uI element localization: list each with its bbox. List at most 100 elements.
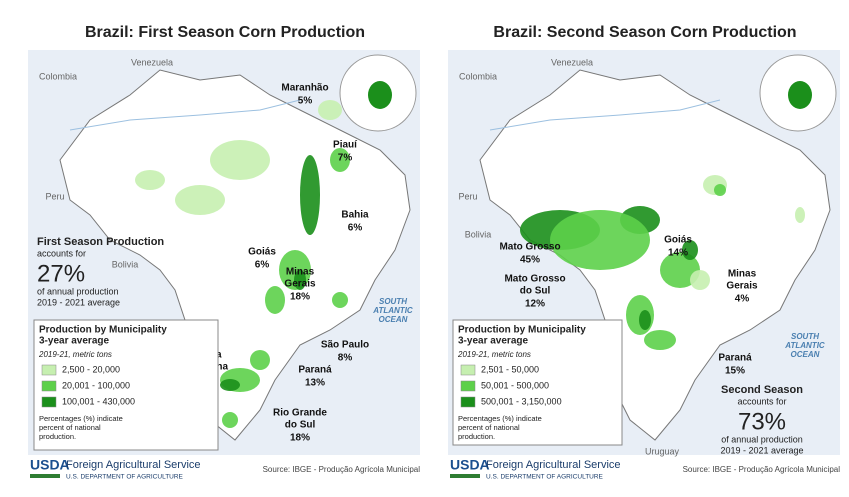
production-area bbox=[318, 100, 342, 120]
production-area bbox=[550, 210, 650, 270]
ocean-label: OCEAN bbox=[379, 315, 408, 324]
state-name: Goiás bbox=[248, 247, 276, 258]
globe-brazil bbox=[368, 81, 392, 109]
river bbox=[489, 99, 721, 131]
state-share: 18% bbox=[290, 292, 310, 303]
source: Source: IBGE - Produção Agrícola Municip… bbox=[263, 465, 421, 474]
production-area bbox=[210, 140, 270, 180]
state-name: São Paulo bbox=[321, 340, 369, 351]
production-area bbox=[265, 286, 285, 314]
production-area bbox=[714, 184, 726, 196]
state-share: 5% bbox=[298, 96, 313, 107]
production-area bbox=[639, 310, 651, 330]
legend-swatch bbox=[41, 364, 57, 376]
summary-text: 73% bbox=[738, 408, 786, 435]
summary-text: 27% bbox=[37, 260, 85, 287]
production-area bbox=[175, 185, 225, 215]
state-share: 12% bbox=[525, 299, 545, 310]
summary-text: accounts for bbox=[37, 248, 86, 258]
state-name: Bahia bbox=[341, 210, 369, 221]
state-share: 18% bbox=[290, 433, 310, 444]
production-area bbox=[220, 379, 240, 391]
summary-text: 2019 - 2021 average bbox=[720, 445, 803, 455]
country-label: Venezuela bbox=[131, 57, 173, 67]
panel-title: Brazil: First Season Corn Production bbox=[85, 24, 365, 41]
legend-label: 50,001 - 500,000 bbox=[481, 380, 549, 390]
legend-note: production. bbox=[458, 432, 495, 441]
state-share: 13% bbox=[305, 378, 325, 389]
usda-logo: USDA bbox=[450, 457, 490, 473]
usda-logo-bar bbox=[30, 474, 60, 478]
state-name: do Sul bbox=[285, 420, 316, 431]
production-area bbox=[300, 155, 320, 235]
legend-subtitle: 2019-21, metric tons bbox=[38, 350, 112, 359]
usda-logo: USDA bbox=[30, 457, 70, 473]
legend-swatch bbox=[41, 396, 57, 408]
ocean-label: ATLANTIC bbox=[372, 306, 413, 315]
legend-label: 2,500 - 20,000 bbox=[62, 364, 120, 374]
usda-logo-bar bbox=[450, 474, 480, 478]
production-area bbox=[330, 148, 350, 172]
country-label: Peru bbox=[45, 191, 64, 201]
state-name: Gerais bbox=[726, 281, 758, 292]
legend-title: 3-year average bbox=[39, 336, 109, 347]
state-share: 14% bbox=[668, 248, 688, 259]
brazil-outline bbox=[59, 69, 411, 441]
state-share: 45% bbox=[520, 255, 540, 266]
production-area bbox=[294, 270, 306, 290]
state-name: Gerais bbox=[284, 279, 316, 290]
production-area bbox=[222, 412, 238, 428]
legend-subtitle: 2019-21, metric tons bbox=[457, 350, 531, 359]
country-label: Bolivia bbox=[465, 229, 492, 239]
state-name: Piauí bbox=[333, 140, 358, 151]
agency-name: Foreign Agricultural Service bbox=[66, 459, 201, 471]
ocean-label: SOUTH bbox=[791, 332, 819, 341]
legend-swatch bbox=[460, 364, 476, 376]
country-label: Bolivia bbox=[112, 259, 139, 269]
country-label: Peru bbox=[458, 191, 477, 201]
summary-text: of annual production bbox=[721, 434, 803, 444]
state-name: do Sul bbox=[520, 286, 551, 297]
state-name: Mato Grosso bbox=[504, 274, 565, 285]
country-label: Venezuela bbox=[551, 57, 593, 67]
production-area bbox=[795, 207, 805, 223]
production-area bbox=[644, 330, 676, 350]
state-name: Paraná bbox=[718, 353, 752, 364]
state-name: Paraná bbox=[298, 365, 332, 376]
state-share: 6% bbox=[255, 260, 270, 271]
production-area bbox=[250, 350, 270, 370]
ocean-label: OCEAN bbox=[791, 350, 820, 359]
production-area bbox=[682, 240, 698, 260]
state-name: Mato Grosso bbox=[499, 242, 560, 253]
legend-title: Production by Municipality bbox=[39, 325, 167, 336]
legend-note: percent of national bbox=[458, 423, 520, 432]
legend-box bbox=[452, 319, 623, 446]
ocean-label: ATLANTIC bbox=[784, 341, 825, 350]
production-area bbox=[660, 252, 700, 288]
legend-label: 2,501 - 50,000 bbox=[481, 364, 539, 374]
source: Source: IBGE - Produção Agrícola Municip… bbox=[683, 465, 841, 474]
legend-swatch bbox=[460, 396, 476, 408]
legend-title: Production by Municipality bbox=[458, 325, 586, 336]
summary-text: 2019 - 2021 average bbox=[37, 297, 120, 307]
legend-swatch bbox=[41, 380, 57, 392]
globe-brazil bbox=[788, 81, 812, 109]
river bbox=[69, 99, 301, 131]
summary-text: First Season Production bbox=[37, 236, 164, 248]
legend-note: Percentages (%) indicate bbox=[39, 414, 123, 423]
state-share: 7% bbox=[338, 153, 353, 164]
state-share: 4% bbox=[735, 294, 750, 305]
production-area bbox=[332, 292, 348, 308]
state-share: 6% bbox=[348, 223, 363, 234]
legend-box bbox=[33, 319, 219, 451]
summary-text: Second Season bbox=[721, 384, 803, 396]
ocean-label: SOUTH bbox=[379, 297, 407, 306]
state-name: Goiás bbox=[664, 235, 692, 246]
state-share: 15% bbox=[725, 366, 745, 377]
department: U.S. DEPARTMENT OF AGRICULTURE bbox=[486, 474, 604, 481]
production-area bbox=[135, 170, 165, 190]
brazil-outline bbox=[479, 69, 831, 441]
department: U.S. DEPARTMENT OF AGRICULTURE bbox=[66, 474, 184, 481]
legend-label: 20,001 - 100,000 bbox=[62, 380, 130, 390]
